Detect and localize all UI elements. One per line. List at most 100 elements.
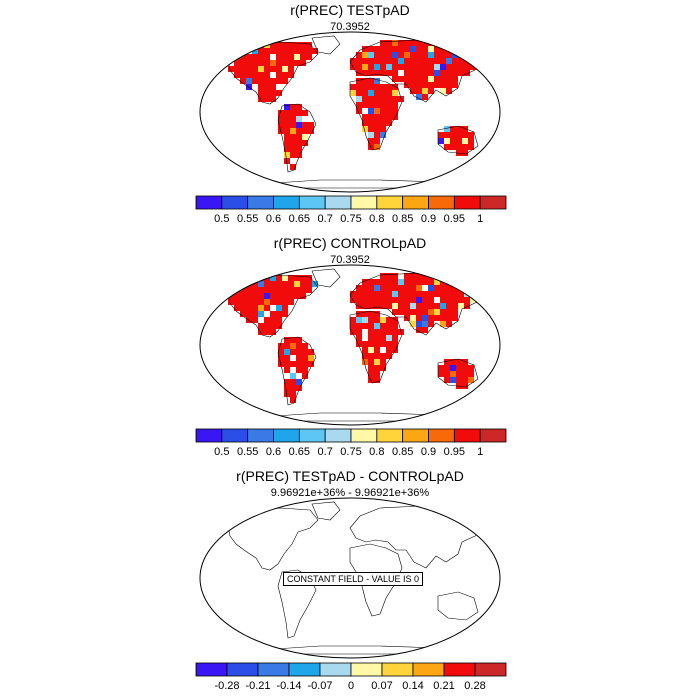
grid-cell [240,281,246,287]
grid-cell [302,361,308,367]
grid-cell [362,279,368,285]
grid-cell [404,70,410,76]
grid-cell [380,317,386,323]
colorbar-tick-label: 0.8 [369,446,384,458]
grid-cell [446,64,452,70]
grid-cell [446,40,452,46]
grid-cell [264,311,270,317]
coastline-eurasia [349,505,489,569]
grid-cell [404,291,410,297]
grid-cell [404,273,410,279]
grid-cell [410,297,416,303]
grid-cell [282,299,288,305]
grid-cell [380,64,386,70]
grid-cell [294,42,300,48]
grid-cell [290,158,296,164]
grid-cell [356,317,362,323]
grid-cell [282,54,288,60]
grid-cell [446,309,452,315]
grid-cell [422,76,428,82]
grid-cell [368,335,374,341]
colorbar-swatch [428,428,455,443]
grid-cell [282,48,288,54]
grid-cell [440,40,446,46]
grid-cell [356,58,362,64]
grid-cell [290,379,296,385]
grid-cell [428,52,434,58]
grid-cell [246,54,252,60]
grid-cell [428,88,434,94]
grid-cell [350,323,356,329]
grid-cell [368,317,374,323]
colorbar-tick-label: -0.21 [245,680,270,692]
grid-cell [288,66,294,72]
grid-cell [452,297,458,303]
grid-cell [258,317,264,323]
grid-cell [374,347,380,353]
grid-cell [252,299,258,305]
grid-cell [374,341,380,347]
grid-cell [368,323,374,329]
grid-cell [284,128,290,134]
grid-cell [258,329,264,335]
grid-cell [234,72,240,78]
grid-cell [290,128,296,134]
grid-cell [234,299,240,305]
grid-cell [398,40,404,46]
colorbar-tick-label: -0.14 [276,680,301,692]
grid-cell [386,102,392,108]
grid-cell [458,291,464,297]
grid-cell [296,116,302,122]
grid-cell [422,327,428,333]
grid-cell [470,291,476,297]
grid-cell [374,317,380,323]
grid-cell [302,343,308,349]
colorbar-swatch [298,428,326,443]
grid-cell [240,287,246,293]
colorbar-tick-label: 0.14 [402,680,423,692]
grid-cell [258,96,264,102]
grid-cell [446,303,452,309]
grid-cell [362,323,368,329]
grid-cell [452,82,458,88]
grid-cell [452,303,458,309]
grid-cell [362,78,368,84]
grid-cell [258,78,264,84]
grid-cell [444,132,450,138]
grid-cell [350,96,356,102]
grid-cell [362,303,368,309]
grid-cell [252,305,258,311]
grid-cell [270,90,276,96]
colorbar-tick-label: 1 [477,446,483,458]
grid-cell [288,281,294,287]
grid-cell [434,291,440,297]
grid-cell [284,391,290,397]
grid-cell [380,96,386,102]
grid-cell [440,321,446,327]
grid-cell [276,317,282,323]
grid-cell [240,48,246,54]
grid-cell [368,102,374,108]
grid-cell [356,78,362,84]
grid-cell [246,78,252,84]
colorbar-swatch [319,662,352,677]
grid-cell [270,275,276,281]
colorbar-tick-label: 0.5 [214,446,229,458]
grid-cell [452,40,458,46]
grid-cell [276,323,282,329]
grid-cell [350,90,356,96]
grid-cell [416,58,422,64]
colorbar-tick-label: 0.07 [371,680,392,692]
grid-cell [404,76,410,82]
grid-cell [356,102,362,108]
colorbar-swatch [195,662,228,677]
grid-cell [434,285,440,291]
colorbar-tick-label: 0.9 [421,446,436,458]
grid-cell [476,52,482,58]
grid-cell [282,305,288,311]
grid-cell [456,132,462,138]
grid-cell [404,40,410,46]
grid-cell [428,70,434,76]
map-panel-control: r(PREC) CONTROLpAD 70.3952 0.5 0.55 0.6 0.6… [0,233,700,466]
coastline-antarctica [259,179,452,189]
